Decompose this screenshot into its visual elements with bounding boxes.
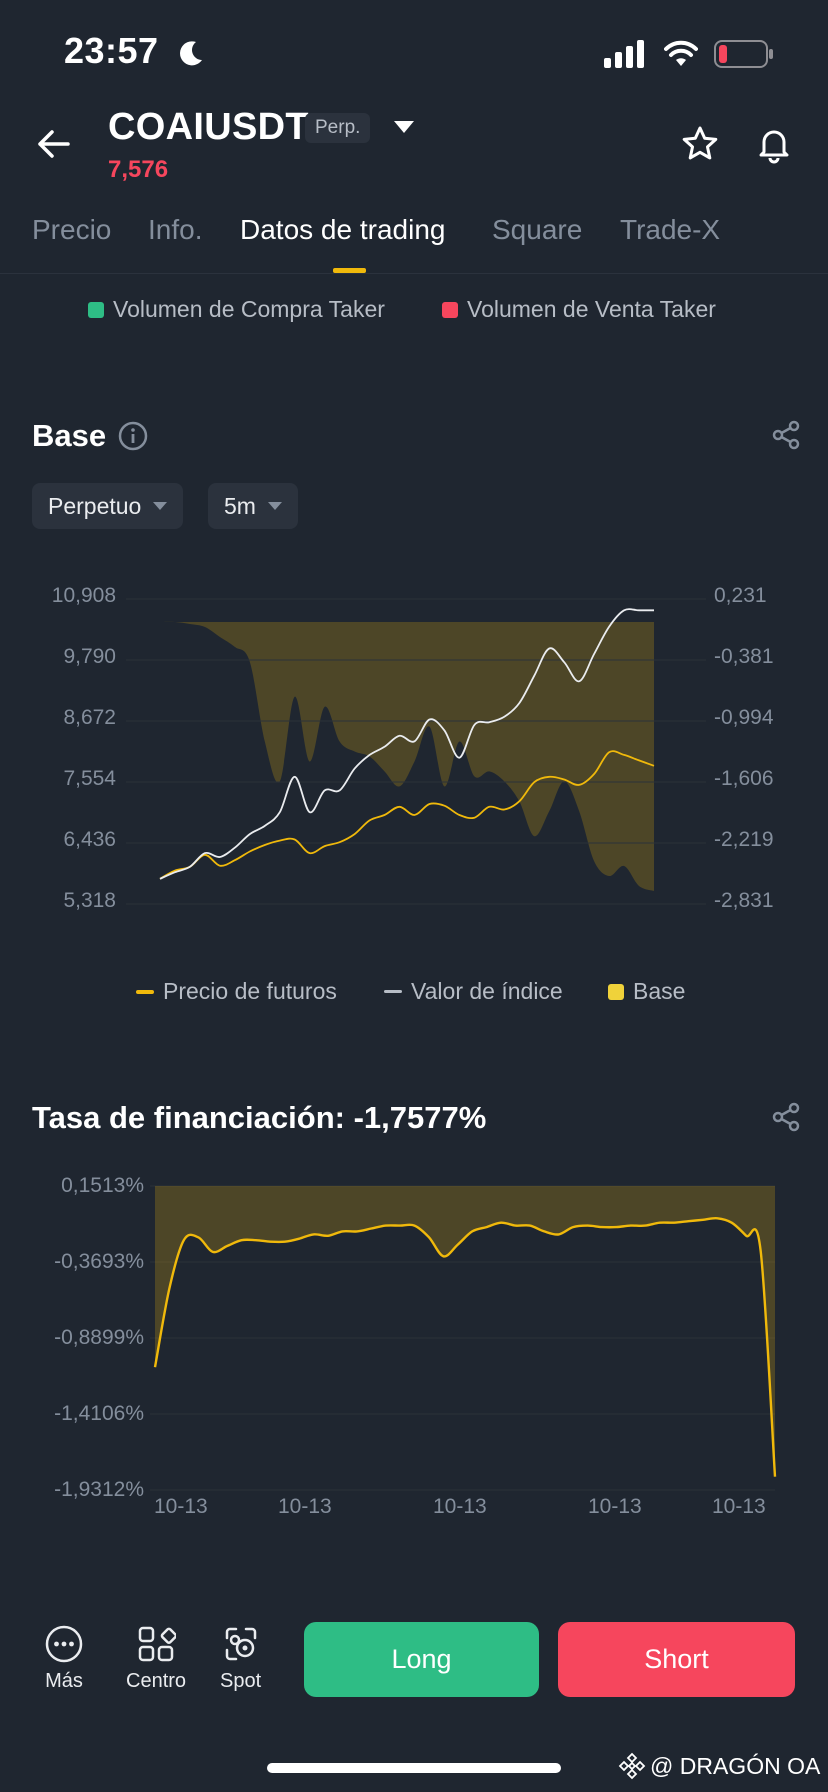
taker-buy-legend: Volumen de Compra Taker [88,296,385,323]
interval-dropdown-label: 5m [224,492,256,519]
basis-y-right-tick: -2,219 [714,828,774,851]
spot-button[interactable]: Spot [220,1624,261,1693]
home-indicator[interactable] [267,1763,561,1773]
basis-chart[interactable] [126,580,706,920]
legend-futures: Precio de futuros [136,978,337,1005]
funding-rate-chart[interactable] [150,1176,780,1496]
more-button[interactable]: Más [44,1624,84,1693]
basis-y-left-tick: 7,554 [63,767,116,790]
basis-y-right-tick: -0,994 [714,706,774,729]
index-value-line [159,608,654,880]
legend-basis-swatch [608,983,624,1000]
last-price: 7,576 [108,156,169,183]
basis-y-left-tick: 6,436 [63,828,116,851]
short-button[interactable]: Short [558,1622,795,1697]
watermark-text: @ DRAGÓN OA [650,1752,821,1779]
legend-index-label: Valor de índice [411,978,563,1004]
legend-index: Valor de índice [384,978,563,1005]
tab-square[interactable]: Square [492,214,583,245]
chevron-down-icon [153,502,168,510]
legend-basis: Base [608,978,685,1005]
legend-futures-swatch [136,989,154,994]
basis-title: Base [32,418,107,453]
tab-divider [0,273,828,274]
spot-label: Spot [220,1670,262,1692]
legend-futures-label: Precio de futuros [163,978,337,1004]
funding-x-tick: 10-13 [588,1495,642,1518]
basis-y-right-tick: -2,831 [714,889,774,912]
funding-rate-line [153,1217,777,1477]
funding-y-tick: -0,3693% [54,1250,144,1273]
shapes-grid-icon [138,1626,177,1662]
battery-low-icon [714,40,773,68]
contract-dropdown-label: Perpetuo [48,492,142,519]
legend-basis-label: Base [633,978,686,1004]
active-tab-indicator [333,268,366,273]
tab-precio[interactable]: Precio [32,214,112,245]
watermark: @ DRAGÓN OA [618,1752,820,1780]
funding-x-tick: 10-13 [433,1495,487,1518]
taker-sell-legend: Volumen de Venta Taker [442,296,716,323]
taker-sell-label: Volumen de Venta Taker [467,296,716,322]
futures-price-line [159,750,655,880]
symbol-dropdown-caret-icon[interactable] [394,121,414,133]
center-label: Centro [126,1670,187,1692]
more-label: Más [45,1670,83,1692]
back-arrow-icon[interactable] [34,124,74,164]
basis-y-left-tick: 8,672 [63,706,116,729]
wifi-icon [664,40,698,66]
status-time: 23:57 [64,30,159,71]
basis-y-left-tick: 5,318 [63,889,116,912]
long-button[interactable]: Long [304,1622,539,1697]
basis-y-left-tick: 9,790 [63,645,116,668]
chevron-down-icon [267,502,282,510]
funding-x-tick: 10-13 [154,1495,208,1518]
funding-y-tick: -0,8899% [54,1326,144,1349]
moon-icon [180,41,202,66]
watermark-logo-icon [618,1752,646,1780]
favorite-star-icon[interactable] [680,124,720,164]
share-icon[interactable] [770,419,802,451]
center-button[interactable]: Centro [126,1624,186,1693]
taker-buy-swatch [88,301,104,318]
info-icon[interactable] [118,421,148,451]
funding-x-tick: 10-13 [278,1495,332,1518]
tab-datos-de-trading[interactable]: Datos de trading [240,214,446,245]
basis-y-left-tick: 10,908 [51,584,116,607]
funding-y-tick: -1,4106% [54,1402,144,1425]
basis-y-right-tick: -1,606 [714,767,774,790]
symbol-title[interactable]: COAIUSDT [108,106,309,148]
taker-sell-swatch [442,301,458,318]
basis-y-right-tick: -0,381 [714,645,774,668]
funding-x-tick: 10-13 [712,1495,766,1518]
tab-trade-x[interactable]: Trade-X [620,214,721,245]
interval-dropdown[interactable]: 5m [208,483,298,529]
spot-exchange-icon [225,1627,256,1661]
basis-area [160,621,654,891]
tab-bar: Precio Info. Datos de trading Square Tra… [0,214,828,274]
funding-rate-title: Tasa de financiación: -1,7577% [32,1100,487,1135]
taker-buy-label: Volumen de Compra Taker [113,296,385,322]
share-icon[interactable] [770,1101,802,1133]
alert-bell-icon[interactable] [754,124,794,164]
basis-y-right-tick: 0,231 [714,584,767,607]
more-dots-icon [45,1625,83,1663]
cellular-signal-icon [604,40,644,68]
contract-dropdown[interactable]: Perpetuo [32,483,184,529]
contract-type-badge: Perp. [305,113,371,143]
legend-index-swatch [384,990,402,993]
funding-y-tick: 0,1513% [61,1174,144,1197]
funding-y-tick: -1,9312% [54,1478,144,1501]
tab-info[interactable]: Info. [148,214,203,245]
funding-area [155,1186,775,1477]
